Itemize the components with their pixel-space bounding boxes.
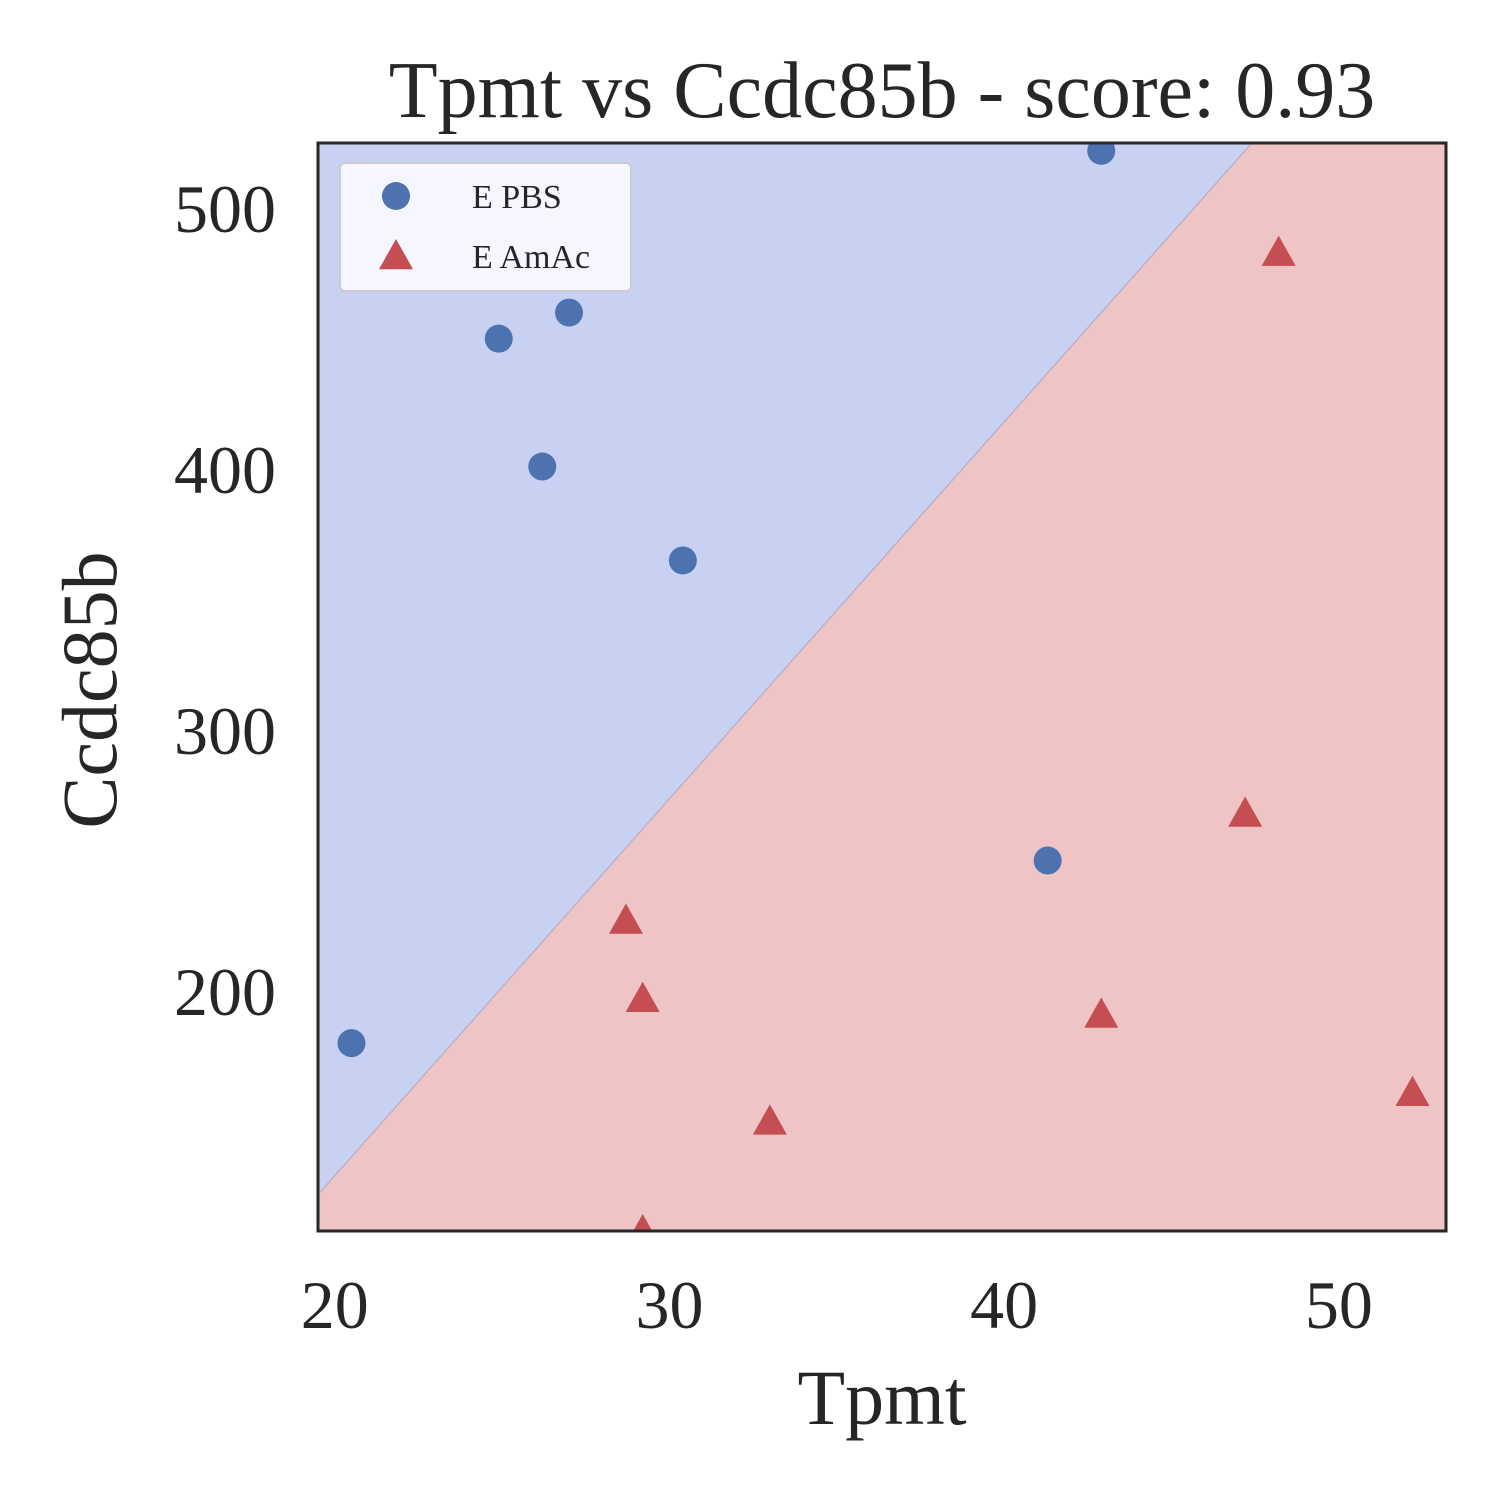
legend-label-e-amac: E AmAc	[472, 239, 590, 276]
legend-box	[339, 162, 632, 292]
y-axis-label: Ccdc85b	[46, 551, 133, 828]
point-e-pbs	[337, 1029, 366, 1058]
legend-label-e-pbs: E PBS	[472, 179, 562, 216]
x-tick-label: 20	[301, 1267, 369, 1343]
point-e-pbs	[1033, 846, 1062, 875]
legend-marker-e-pbs	[382, 182, 410, 210]
point-e-amac	[1228, 796, 1263, 827]
point-e-amac	[1261, 235, 1296, 266]
chart-title: Tpmt vs Ccdc85b - score: 0.93	[389, 47, 1375, 135]
x-axis-label: Tpmt	[798, 1354, 967, 1441]
plot-frame	[316, 141, 1448, 1233]
point-e-amac	[1395, 1075, 1430, 1106]
point-e-pbs	[484, 324, 513, 353]
y-axis-ticks: 200 300 400 500	[174, 171, 276, 1030]
point-e-amac	[1084, 997, 1119, 1028]
x-tick-label: 50	[1305, 1267, 1373, 1343]
point-e-pbs	[1087, 143, 1116, 165]
x-tick-label: 30	[635, 1267, 703, 1343]
point-e-amac	[625, 981, 660, 1013]
point-e-pbs	[528, 452, 557, 481]
point-e-pbs	[555, 298, 584, 327]
y-tick-label: 400	[174, 432, 276, 508]
point-e-amac	[633, 1214, 653, 1231]
x-tick-label: 40	[970, 1267, 1038, 1343]
y-tick-label: 200	[174, 954, 276, 1030]
legend-marker-e-amac	[379, 239, 413, 270]
y-tick-label: 300	[174, 693, 276, 769]
data-points	[337, 143, 1430, 1231]
y-tick-label: 500	[174, 171, 276, 247]
decision-regions	[318, 143, 1446, 1231]
decision-boundary	[318, 143, 1253, 1196]
x-axis-ticks: 20 30 40 50	[301, 1267, 1373, 1343]
point-e-amac	[752, 1104, 787, 1135]
point-e-amac	[608, 903, 643, 934]
point-e-pbs	[668, 546, 697, 575]
legend: E PBS E AmAc	[339, 162, 632, 292]
